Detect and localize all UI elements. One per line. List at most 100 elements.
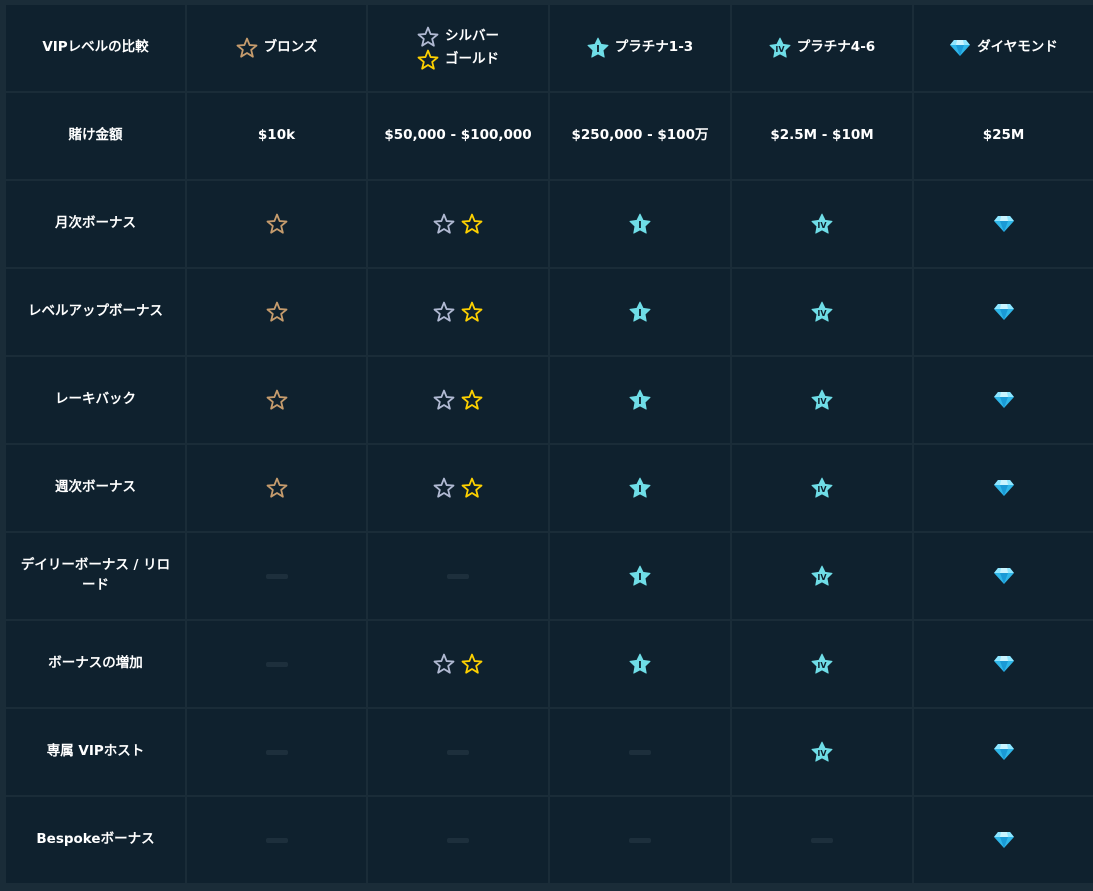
svg-text:I: I [596, 44, 600, 55]
svg-text:IV: IV [817, 661, 827, 670]
gold-star-outline-icon [461, 213, 483, 235]
tier-icons: I [629, 653, 651, 675]
dash-icon [447, 837, 469, 843]
wager-platinum-1-3: $250,000 - $100万 [550, 93, 730, 181]
svg-text:IV: IV [817, 309, 827, 318]
tier-icons: IV [811, 477, 833, 499]
row-label: 専属 VIPホスト [6, 709, 185, 797]
vip-comparison-table: VIPレベルの比較 ブロンズ シルバー ゴールド I プラチナ1-3 IV プラ… [6, 5, 1093, 886]
platinum-star-IV-icon: IV [811, 213, 833, 235]
available-cell [368, 357, 548, 445]
dash-icon [447, 749, 469, 755]
gold-star-outline-icon [461, 653, 483, 675]
tier-icons [266, 301, 288, 323]
platinum-star-i-icon: I [587, 37, 609, 59]
tier-icons: I [629, 301, 651, 323]
wager-diamond: $25M [914, 93, 1093, 181]
available-cell: I [550, 445, 730, 533]
available-cell: IV [732, 445, 912, 533]
tier-label-bronze: ブロンズ [263, 39, 318, 56]
wager-platinum-4-6: $2.5M - $10M [732, 93, 912, 181]
gold-star-outline-icon [461, 389, 483, 411]
not-available-cell [550, 709, 730, 797]
available-cell: I [550, 269, 730, 357]
available-cell [914, 445, 1093, 533]
tier-icons [993, 303, 1015, 321]
svg-text:I: I [638, 220, 642, 231]
tier-icons [433, 477, 483, 499]
wager-value: $250,000 - $100万 [571, 127, 709, 144]
available-cell: IV [732, 709, 912, 797]
feature-label: 週次ボーナス [55, 479, 136, 496]
feature-label: 月次ボーナス [55, 215, 136, 232]
row-label: レベルアップボーナス [6, 269, 185, 357]
available-cell [187, 445, 366, 533]
row-label: ボーナスの増加 [6, 621, 185, 709]
tier-icons [993, 743, 1015, 761]
wager-value: $10k [257, 127, 296, 144]
svg-text:IV: IV [817, 485, 827, 494]
tier-icons [266, 389, 288, 411]
available-cell [914, 357, 1093, 445]
wager-value: $2.5M - $10M [770, 127, 874, 144]
silver-star-outline-icon [433, 213, 455, 235]
row-label: 月次ボーナス [6, 181, 185, 269]
tier-icons: IV [811, 741, 833, 763]
tier-label-diamond: ダイヤモンド [977, 39, 1058, 56]
not-available-cell [187, 621, 366, 709]
platinum-star-IV-icon: IV [811, 389, 833, 411]
wager-value: $25M [982, 127, 1025, 144]
silver-star-outline-icon [433, 301, 455, 323]
diamond-icon [993, 479, 1015, 497]
tier-icons: I [629, 565, 651, 587]
platinum-star-I-icon: I [629, 389, 651, 411]
available-cell: I [550, 621, 730, 709]
not-available-cell [187, 533, 366, 621]
diamond-icon [993, 567, 1015, 585]
available-cell [187, 181, 366, 269]
available-cell [368, 621, 548, 709]
diamond-icon [993, 303, 1015, 321]
tier-icons [433, 301, 483, 323]
diamond-icon [949, 39, 971, 57]
diamond-icon [993, 655, 1015, 673]
platinum-star-IV-icon: IV [811, 477, 833, 499]
available-cell [914, 533, 1093, 621]
svg-text:IV: IV [817, 397, 827, 406]
available-cell [914, 269, 1093, 357]
header-platinum-1-3: I プラチナ1-3 [550, 5, 730, 93]
dash-icon [265, 749, 288, 755]
gold-star-outline-icon [461, 301, 483, 323]
silver-star-icon [417, 26, 439, 48]
gold-star-icon [417, 49, 439, 71]
tier-icons: IV [811, 565, 833, 587]
wager-label: 賭け金額 [68, 127, 123, 144]
silver-star-outline-icon [433, 389, 455, 411]
diamond-icon [993, 391, 1015, 409]
not-available-cell [187, 797, 366, 885]
tier-icons [993, 831, 1015, 849]
row-label: 週次ボーナス [6, 445, 185, 533]
dash-icon [265, 661, 288, 667]
svg-text:IV: IV [817, 749, 827, 758]
available-cell: I [550, 357, 730, 445]
dash-icon [629, 837, 651, 843]
svg-text:I: I [638, 308, 642, 319]
header-platinum-4-6: IV プラチナ4-6 [732, 5, 912, 93]
dash-icon [629, 749, 651, 755]
tier-icons [993, 567, 1015, 585]
not-available-cell [187, 709, 366, 797]
wager-silver-gold: $50,000 - $100,000 [368, 93, 548, 181]
diamond-icon [993, 831, 1015, 849]
tier-label-gold: ゴールド [445, 50, 499, 67]
available-cell [368, 445, 548, 533]
tier-icons [433, 653, 483, 675]
tier-icons: I [629, 389, 651, 411]
tier-icons [433, 389, 483, 411]
platinum-star-IV-icon: IV [811, 653, 833, 675]
tier-icons: I [629, 477, 651, 499]
available-cell [914, 797, 1093, 885]
available-cell: I [550, 181, 730, 269]
tier-icons [266, 477, 288, 499]
svg-text:IV: IV [775, 45, 785, 54]
